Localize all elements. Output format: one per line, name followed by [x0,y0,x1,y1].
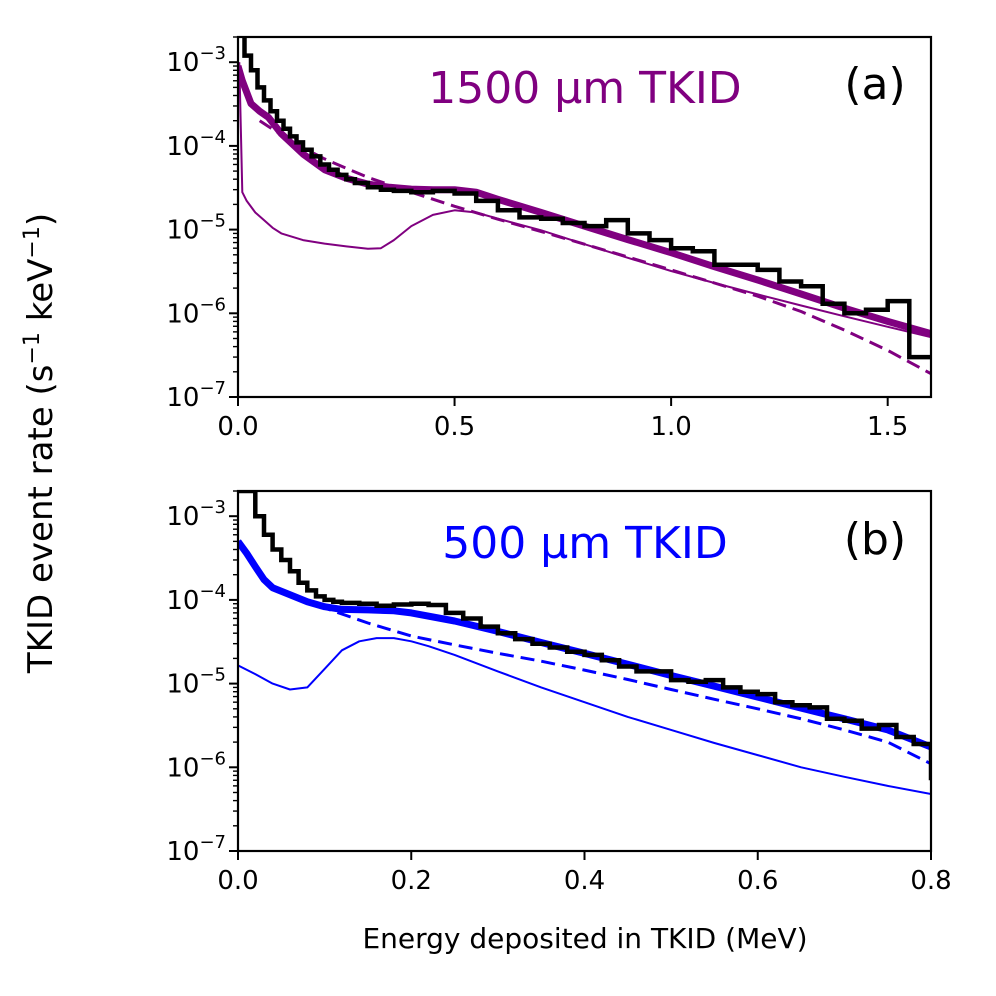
x-tick-label-b: 0.8 [910,866,951,896]
x-tick-label-b: 0.2 [391,866,432,896]
y-tick-label-a: 10−5 [166,211,226,246]
y-tick-label-a: 10−4 [166,127,226,162]
x-tick-label-a: 0.0 [217,412,258,442]
series-group-b [238,491,931,795]
plot-area-a [238,37,931,397]
ticks-a: 0.0 0.5 1.0 1.5 10−7 10−6 10−5 10−4 10−3 [166,36,908,442]
y-tick-label-b: 10−5 [166,665,226,700]
series-total-b [238,539,931,751]
series-thin-a [238,62,931,339]
series-dashed-a [258,119,931,376]
x-tick-label-b: 0.4 [564,866,605,896]
y-axis-label-main: TKID event rate (s [21,365,61,675]
x-tick-label-b: 0.0 [217,866,258,896]
y-tick-label-b: 10−4 [166,581,226,616]
series-dashed-b [297,595,931,766]
x-tick-label-b: 0.6 [737,866,778,896]
panel-title-a: 1500 µm TKID [428,63,741,114]
x-tick-label-a: 1.0 [650,412,691,442]
y-axis-label-end: ) [21,213,61,226]
panel-b: 0.0 0.2 0.4 0.6 0.8 10−7 10−6 10−5 10−4 10−3 500 … [166,489,952,896]
y-axis-label-sup2: −1 [20,226,45,258]
y-axis-label-sup1: −1 [20,332,45,364]
panel-label-a: (a) [844,59,905,110]
panel-label-b: (b) [844,514,906,565]
ticks-b: 0.0 0.2 0.4 0.6 0.8 10−7 10−6 10−5 10−4 10−3 [166,490,952,896]
y-tick-label-b: 10−7 [166,832,226,867]
y-tick-label-b: 10−6 [166,748,226,783]
y-axis-label: TKID event rate (s−1 keV−1) [20,213,61,674]
series-data-a [238,37,931,360]
axes-frame-a [236,35,933,399]
y-axis-label-mid: keV [21,259,61,332]
series-group-a [238,37,931,376]
series-thin-b [238,637,931,795]
series-data-b [238,491,931,781]
y-tick-label-b: 10−3 [166,497,226,532]
y-tick-label-a: 10−7 [166,378,226,413]
x-axis-label: Energy deposited in TKID (MeV) [362,922,807,955]
x-tick-label-a: 0.5 [434,412,475,442]
x-tick-label-a: 1.5 [867,412,908,442]
panel-a: 0.0 0.5 1.0 1.5 10−7 10−6 10−5 10−4 10−3 1500 µm… [166,35,933,442]
y-tick-label-a: 10−6 [166,294,226,329]
y-tick-label-a: 10−3 [166,43,226,78]
panel-title-b: 500 µm TKID [442,518,727,569]
